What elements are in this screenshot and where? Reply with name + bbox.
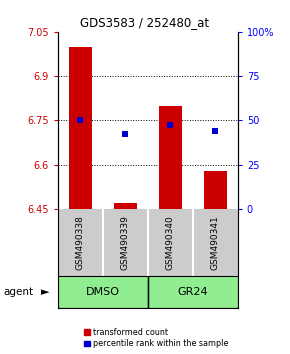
Text: GSM490341: GSM490341: [211, 215, 220, 270]
Text: GSM490340: GSM490340: [166, 215, 175, 270]
Legend: transformed count, percentile rank within the sample: transformed count, percentile rank withi…: [84, 328, 229, 348]
Text: agent: agent: [3, 287, 33, 297]
Text: GR24: GR24: [177, 287, 208, 297]
Text: ►: ►: [41, 287, 49, 297]
Bar: [69, 47, 92, 209]
Text: GSM490339: GSM490339: [121, 215, 130, 270]
Bar: [58, 276, 148, 308]
Text: GSM490338: GSM490338: [76, 215, 85, 270]
Bar: [159, 105, 182, 209]
Bar: [204, 171, 226, 209]
Bar: [148, 276, 238, 308]
Bar: [114, 203, 137, 209]
Text: GDS3583 / 252480_at: GDS3583 / 252480_at: [80, 17, 210, 29]
Text: DMSO: DMSO: [86, 287, 120, 297]
